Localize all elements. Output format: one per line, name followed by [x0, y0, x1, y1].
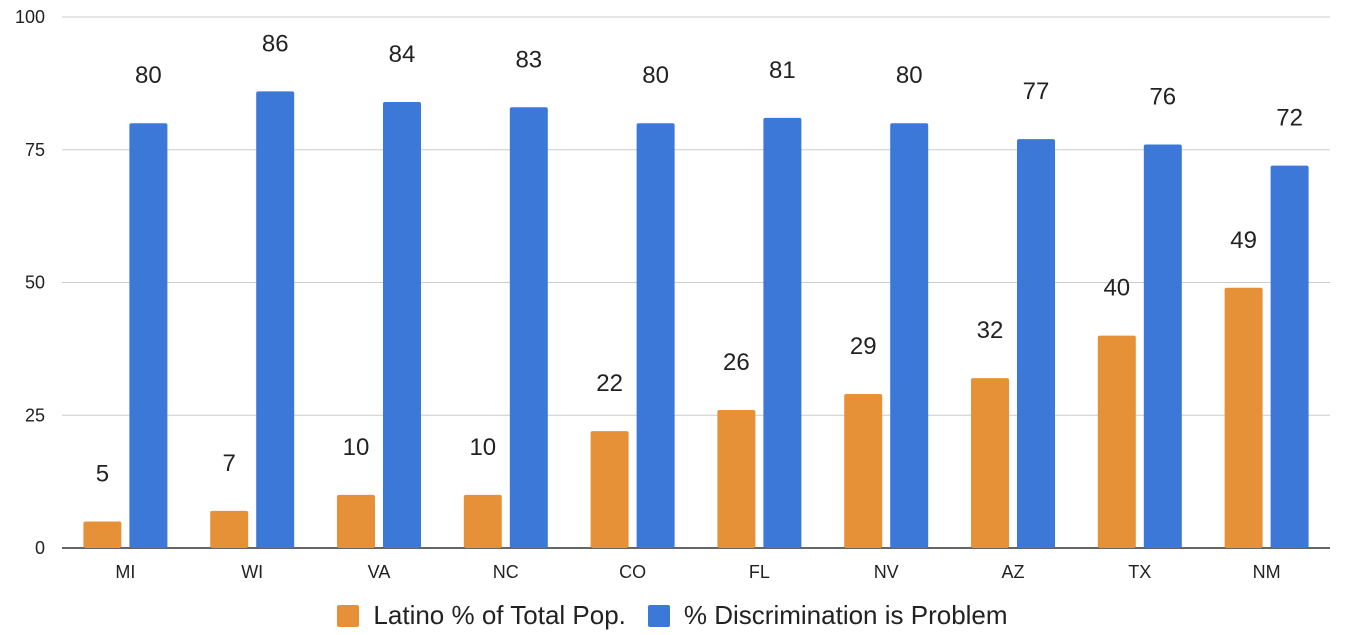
data-label: 10 — [469, 434, 496, 461]
data-label: 83 — [515, 46, 542, 73]
data-label: 10 — [343, 434, 370, 461]
x-tick-label: CO — [619, 562, 646, 582]
bar-discrimination-tx — [1143, 144, 1182, 548]
x-tick-label: WI — [241, 562, 263, 582]
data-label: 26 — [723, 349, 750, 376]
grid-lines — [62, 16, 1330, 549]
data-label: 72 — [1276, 105, 1303, 132]
legend: Latino % of Total Pop. % Discrimination … — [0, 600, 1345, 631]
bar-latino-nm — [1224, 287, 1263, 548]
x-tick-label: NM — [1253, 562, 1281, 582]
data-label: 29 — [850, 333, 877, 360]
y-tick-label: 50 — [25, 273, 45, 293]
data-label: 81 — [769, 57, 796, 84]
x-tick-label: TX — [1128, 562, 1151, 582]
bars — [83, 91, 1309, 549]
bar-latino-az — [971, 378, 1009, 548]
bar-latino-va — [337, 494, 375, 548]
data-label: 84 — [389, 41, 416, 68]
data-label: 5 — [96, 460, 109, 487]
x-axis-ticks: MI WI VA NC CO FL NV AZ TX NM — [115, 562, 1280, 582]
bar-latino-mi — [83, 521, 122, 548]
data-label: 32 — [977, 317, 1004, 344]
data-label: 7 — [223, 450, 236, 477]
data-labels: 5 80 7 86 10 84 10 83 22 80 26 81 29 80 32 77 40 76 49 72 — [96, 30, 1303, 487]
x-tick-label: MI — [115, 562, 135, 582]
data-label: 76 — [1149, 83, 1176, 110]
bar-discrimination-co — [636, 123, 675, 548]
legend-swatch-latino — [337, 604, 360, 627]
y-tick-label: 100 — [15, 7, 45, 27]
y-tick-label: 75 — [25, 140, 45, 160]
data-label: 80 — [896, 62, 923, 89]
data-label: 22 — [596, 370, 623, 397]
bar-latino-co — [590, 431, 629, 548]
legend-label-latino: Latino % of Total Pop. — [373, 600, 626, 630]
bar-latino-tx — [1097, 335, 1136, 548]
bar-discrimination-fl — [763, 117, 802, 548]
data-label: 49 — [1230, 227, 1257, 254]
x-tick-label: VA — [368, 562, 391, 582]
bar-discrimination-nm — [1270, 165, 1309, 548]
bar-latino-nc — [463, 494, 502, 548]
bar-discrimination-az — [1017, 139, 1055, 548]
legend-label-discrimination: % Discrimination is Problem — [683, 600, 1008, 630]
bar-discrimination-va — [383, 101, 421, 549]
data-label: 80 — [642, 62, 669, 89]
x-tick-label: NV — [874, 562, 899, 582]
legend-item-discrimination: % Discrimination is Problem — [647, 600, 1008, 631]
data-label: 40 — [1103, 275, 1130, 302]
data-label: 77 — [1023, 78, 1050, 105]
bar-latino-fl — [717, 409, 756, 548]
bar-latino-wi — [210, 510, 249, 548]
y-tick-label: 25 — [25, 405, 45, 425]
x-tick-label: AZ — [1001, 562, 1024, 582]
data-label: 80 — [135, 62, 162, 89]
legend-swatch-discrimination — [647, 604, 670, 627]
legend-item-latino: Latino % of Total Pop. — [337, 600, 626, 631]
data-label: 86 — [262, 30, 289, 57]
bar-discrimination-wi — [256, 91, 295, 548]
x-tick-label: FL — [749, 562, 770, 582]
bar-discrimination-mi — [129, 123, 168, 548]
bar-discrimination-nv — [890, 123, 929, 548]
bar-discrimination-nc — [509, 107, 548, 549]
y-axis-ticks: 0 25 50 75 100 — [15, 7, 45, 558]
y-tick-label: 0 — [35, 538, 45, 558]
bar-chart: 0 25 50 75 100 5 80 7 86 10 84 10 83 22 80 26 81 29 80 32 7… — [15, 7, 1330, 582]
bar-latino-nv — [844, 394, 883, 548]
x-tick-label: NC — [493, 562, 519, 582]
